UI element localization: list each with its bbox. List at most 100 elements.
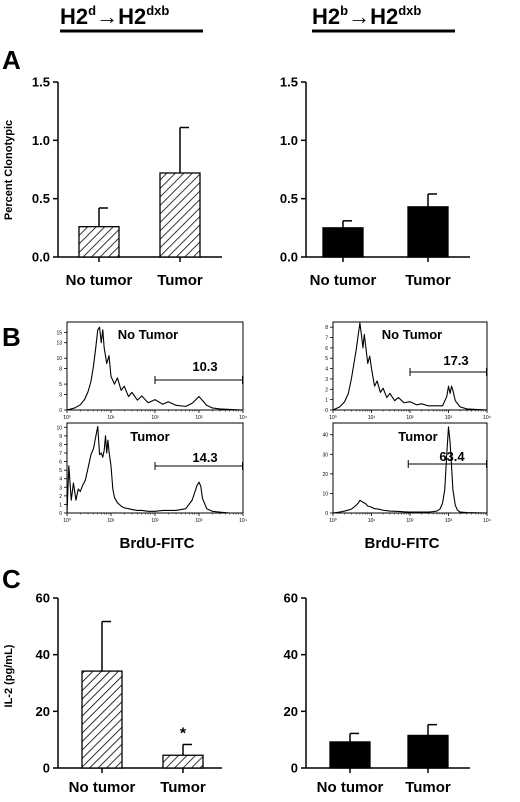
- y-tick-label: 8: [325, 325, 328, 331]
- histogram-curve: [332, 322, 488, 411]
- category-label: No tumor: [310, 272, 377, 289]
- gate-percentage: 10.3: [192, 359, 217, 374]
- y-tick-label: 0: [325, 408, 328, 414]
- y-tick-label: 20: [322, 472, 328, 478]
- panel-letter-b: B: [2, 322, 21, 352]
- x-tick-label: 10⁴: [483, 518, 491, 524]
- y-tick-label: 0: [59, 511, 62, 517]
- y-tick-label: 7: [59, 451, 62, 457]
- histogram-condition-label: Tumor: [130, 429, 169, 444]
- y-tick-label: 40: [322, 433, 328, 439]
- x-tick-label: 10³: [445, 415, 453, 421]
- x-tick-label: 10³: [195, 518, 203, 524]
- y-tick-label: 4: [59, 477, 62, 483]
- bar: [407, 734, 449, 769]
- y-tick-label: 1.0: [280, 133, 298, 148]
- x-tick-label: 10³: [195, 415, 203, 421]
- y-tick-label: 10: [322, 491, 328, 497]
- bar: [407, 206, 449, 258]
- x-tick-label: 10¹: [368, 415, 376, 421]
- y-axis-label: IL-2 (pg/mL): [3, 644, 15, 707]
- category-label: No tumor: [317, 779, 384, 796]
- histogram-condition-label: No Tumor: [382, 327, 442, 342]
- category-label: No tumor: [66, 272, 133, 289]
- histogram-b-left-top: 0 3 5 8 10 13 15 10⁰ 10¹ 10² 10³ 10⁴ 10.3 No Tumor: [56, 321, 247, 421]
- y-tick-label: 4: [325, 367, 328, 373]
- x-tick-label: 10²: [406, 518, 414, 524]
- y-tick-label: 0.0: [32, 250, 50, 265]
- y-tick-label: 0.0: [280, 250, 298, 265]
- y-tick-label: 0.5: [280, 191, 298, 206]
- y-tick-label: 15: [56, 330, 62, 336]
- bar-chart-c-left: 0 20 40 60 No tumor Tumor * IL-2 (pg/mL): [3, 591, 222, 796]
- y-tick-label: 1.0: [32, 133, 50, 148]
- y-tick-label: 1.5: [280, 75, 298, 90]
- b-left-xlabel: BrdU-FITC: [120, 535, 195, 552]
- y-tick-label: 1: [325, 398, 328, 404]
- y-tick-label: 5: [325, 356, 328, 362]
- y-tick-label: 0.5: [32, 191, 50, 206]
- y-tick-label: 0: [59, 408, 62, 414]
- y-tick-label: 40: [36, 647, 50, 662]
- x-tick-label: 10³: [445, 518, 453, 524]
- histogram-curve: [66, 326, 244, 411]
- y-tick-label: 2: [59, 494, 62, 500]
- category-label: No tumor: [69, 779, 136, 796]
- x-tick-label: 10⁰: [329, 415, 337, 421]
- y-tick-label: 20: [36, 704, 50, 719]
- histogram-condition-label: Tumor: [398, 429, 437, 444]
- y-tick-label: 8: [59, 367, 62, 373]
- y-tick-label: 6: [59, 460, 62, 466]
- histogram-b-left-bottom: 0 1 2 3 4 5 6 7 8 9 10 10⁰ 10¹ 10² 10³ 10⁴ 14.3 Tumor: [56, 422, 247, 524]
- y-tick-label: 40: [284, 647, 298, 662]
- gate-percentage: 17.3: [443, 353, 468, 368]
- x-tick-label: 10²: [406, 415, 414, 421]
- category-label: Tumor: [160, 779, 206, 796]
- x-tick-label: 10¹: [368, 518, 376, 524]
- y-tick-label: 10: [56, 356, 62, 362]
- y-tick-label: 1: [59, 502, 62, 508]
- x-tick-label: 10⁴: [483, 415, 491, 421]
- y-tick-label: 3: [325, 377, 328, 383]
- histogram-condition-label: No Tumor: [118, 327, 178, 342]
- gate-percentage: 14.3: [192, 450, 217, 465]
- histogram-b-right-top: 0 1 2 3 4 5 6 7 8 10⁰ 10¹ 10² 10³ 10⁴ 17.3No Tumor: [325, 321, 491, 421]
- bar-chart-a-right: 0.0 0.5 1.0 1.5 No tumor Tumor: [280, 75, 470, 289]
- y-tick-label: 8: [59, 442, 62, 448]
- histogram-curve: [66, 425, 243, 514]
- y-tick-label: 10: [56, 425, 62, 431]
- y-tick-label: 7: [325, 336, 328, 342]
- x-tick-label: 10²: [151, 415, 159, 421]
- y-tick-label: 9: [59, 434, 62, 440]
- y-tick-label: 3: [59, 392, 62, 398]
- x-tick-label: 10²: [151, 518, 159, 524]
- y-tick-label: 0: [291, 761, 298, 776]
- bar-chart-a-left: 0.0 0.5 1.0 1.5 No tumor Tumor Percent Clonoty…: [3, 75, 222, 289]
- y-tick-label: 0: [43, 761, 50, 776]
- gate-percentage: 63.4: [439, 449, 465, 464]
- bar: [329, 741, 371, 769]
- panel-letter-a: A: [2, 45, 21, 75]
- y-tick-label: 5: [59, 468, 62, 474]
- header-left: H2d→H2dxb: [60, 3, 169, 29]
- y-tick-label: 20: [284, 704, 298, 719]
- charts-layer: 0.0 0.5 1.0 1.5 No tumor Tumor Percent Clonoty…: [3, 75, 491, 797]
- category-label: Tumor: [405, 779, 451, 796]
- y-tick-label: 30: [322, 452, 328, 458]
- histogram-curve: [332, 426, 488, 514]
- b-right-xlabel: BrdU-FITC: [365, 535, 440, 552]
- y-tick-label: 60: [284, 591, 298, 606]
- x-tick-label: 10⁴: [239, 415, 247, 421]
- significance-annotation: *: [180, 725, 187, 742]
- bar: [162, 754, 204, 769]
- y-tick-label: 2: [325, 387, 328, 393]
- y-axis-label: Percent Clonotypic: [3, 120, 15, 220]
- x-tick-label: 10⁰: [63, 518, 71, 524]
- x-tick-label: 10¹: [107, 415, 115, 421]
- y-tick-label: 5: [59, 382, 62, 388]
- bar: [322, 227, 364, 258]
- header-right: H2b→H2dxb: [312, 3, 421, 29]
- y-tick-label: 3: [59, 485, 62, 491]
